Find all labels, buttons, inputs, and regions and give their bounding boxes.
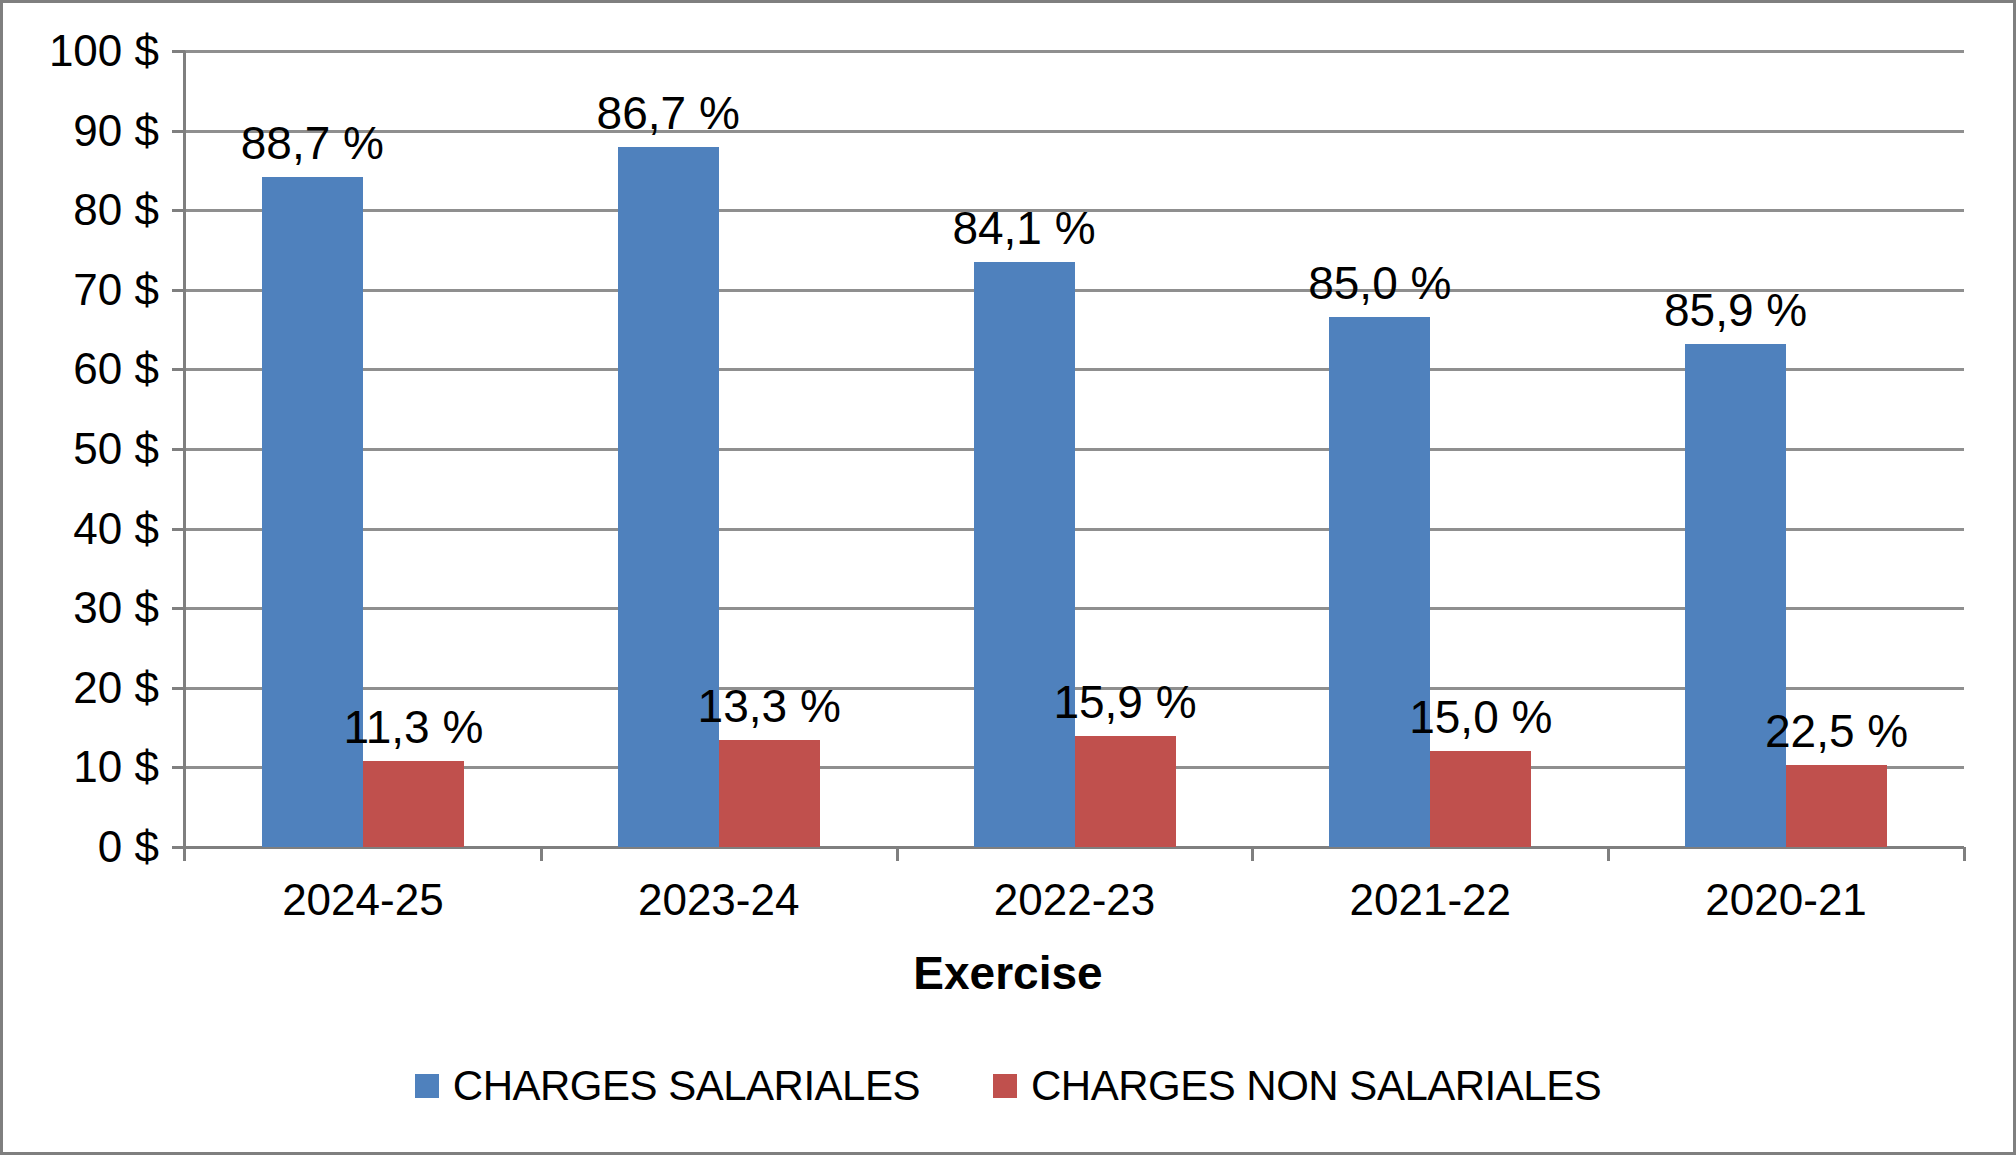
bar-charges-non-salariales-2022-23	[1075, 736, 1176, 847]
y-axis-label: 10 $	[0, 743, 159, 791]
data-label: 13,3 %	[698, 682, 841, 730]
x-axis-tick	[1963, 847, 1966, 861]
y-axis-label: 0 $	[0, 823, 159, 871]
x-axis-label: 2020-21	[1705, 876, 1866, 924]
legend-swatch-icon	[415, 1074, 439, 1098]
legend-item-charges-salariales: CHARGES SALARIALES	[415, 1062, 920, 1110]
bar-charges-salariales-2023-24	[618, 147, 719, 847]
y-axis-label: 30 $	[0, 584, 159, 632]
x-axis-label: 2021-22	[1350, 876, 1511, 924]
bar-charges-non-salariales-2023-24	[719, 740, 820, 847]
y-axis-line	[183, 51, 186, 861]
y-axis-label: 90 $	[0, 107, 159, 155]
y-axis-label: 100 $	[0, 27, 159, 75]
x-axis-title: Exercise	[0, 948, 2016, 998]
y-axis-label: 60 $	[0, 345, 159, 393]
y-axis-label: 40 $	[0, 505, 159, 553]
legend: CHARGES SALARIALES CHARGES NON SALARIALES	[0, 1062, 2016, 1110]
legend-label: CHARGES NON SALARIALES	[1031, 1062, 1601, 1110]
bar-charges-salariales-2021-22	[1329, 317, 1430, 847]
data-label: 22,5 %	[1765, 707, 1908, 755]
y-axis-label: 50 $	[0, 425, 159, 473]
x-axis-label: 2024-25	[282, 876, 443, 924]
bar-charges-salariales-2022-23	[974, 262, 1075, 847]
gridline	[185, 50, 1964, 53]
data-label: 85,9 %	[1664, 286, 1807, 334]
x-axis-tick	[1251, 847, 1254, 861]
bar-chart: 88,7 % 86,7 % 84,1 % 85,0 % 85,9 % 11,3 % 13,3…	[0, 0, 2016, 1155]
data-label: 88,7 %	[241, 119, 384, 167]
legend-item-charges-non-salariales: CHARGES NON SALARIALES	[993, 1062, 1601, 1110]
legend-label: CHARGES SALARIALES	[453, 1062, 920, 1110]
x-axis-tick	[540, 847, 543, 861]
bar-charges-salariales-2020-21	[1685, 344, 1786, 847]
x-axis-label: 2022-23	[994, 876, 1155, 924]
x-axis-tick	[1607, 847, 1610, 861]
data-label: 85,0 %	[1308, 259, 1451, 307]
bar-charges-non-salariales-2024-25	[363, 761, 464, 847]
x-axis-tick	[896, 847, 899, 861]
y-axis-label: 80 $	[0, 186, 159, 234]
gridline	[185, 130, 1964, 133]
bar-charges-non-salariales-2020-21	[1786, 765, 1887, 847]
data-label: 11,3 %	[343, 703, 483, 751]
data-label: 15,0 %	[1409, 693, 1552, 741]
bar-charges-non-salariales-2021-22	[1430, 751, 1531, 847]
data-label: 86,7 %	[597, 89, 740, 137]
legend-swatch-icon	[993, 1074, 1017, 1098]
y-axis-label: 70 $	[0, 266, 159, 314]
data-label: 84,1 %	[952, 204, 1095, 252]
y-axis-label: 20 $	[0, 664, 159, 712]
data-label: 15,9 %	[1053, 678, 1196, 726]
x-axis-label: 2023-24	[638, 876, 799, 924]
